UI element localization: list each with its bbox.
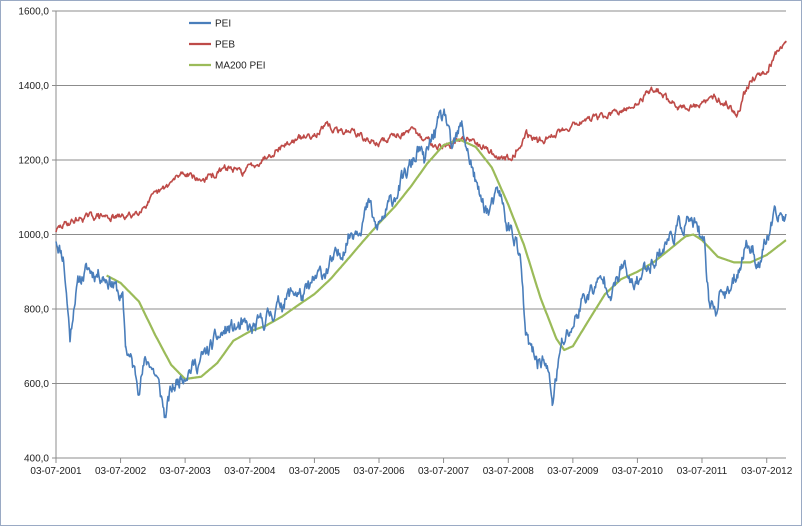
legend-label-2: MA200 PEI — [215, 61, 266, 72]
series-lines — [55, 40, 787, 419]
x-tick-label: 03-07-2008 — [483, 466, 535, 477]
legend-label-0: PEI — [215, 19, 231, 30]
x-tick-label: 03-07-2009 — [547, 466, 599, 477]
y-tick-label: 600,0 — [24, 379, 49, 390]
x-tick-label: 03-07-2001 — [30, 466, 82, 477]
y-tick-label: 1000,0 — [18, 230, 49, 241]
legend-label-1: PEB — [215, 40, 235, 51]
x-tick-label: 03-07-2005 — [289, 466, 341, 477]
axes: 400,0 600,0 800,0 1000,0 1200,0 1400,0 1600,0 0… — [18, 7, 792, 478]
y-tick-label: 1400,0 — [18, 81, 49, 92]
x-tick-label: 03-07-2002 — [95, 466, 147, 477]
x-tick-label: 03-07-2004 — [224, 466, 276, 477]
x-tick-label: 03-07-2010 — [612, 466, 664, 477]
x-tick-label: 03-07-2003 — [160, 466, 212, 477]
y-tick-label: 1600,0 — [18, 7, 49, 18]
series-line-1 — [55, 40, 787, 233]
series-line-2 — [106, 138, 787, 381]
x-tick-label: 03-07-2007 — [418, 466, 470, 477]
gridlines — [56, 10, 786, 384]
x-tick-label: 03-07-2006 — [353, 466, 405, 477]
series-line-0 — [55, 108, 787, 419]
y-tick-label: 1200,0 — [18, 156, 49, 167]
x-tick-label: 03-07-2011 — [677, 466, 728, 477]
y-tick-label: 800,0 — [24, 305, 49, 316]
legend: PEI PEB MA200 PEI — [189, 19, 266, 72]
x-tick-label: 03-07-2012 — [741, 466, 793, 477]
y-tick-label: 400,0 — [24, 454, 49, 465]
